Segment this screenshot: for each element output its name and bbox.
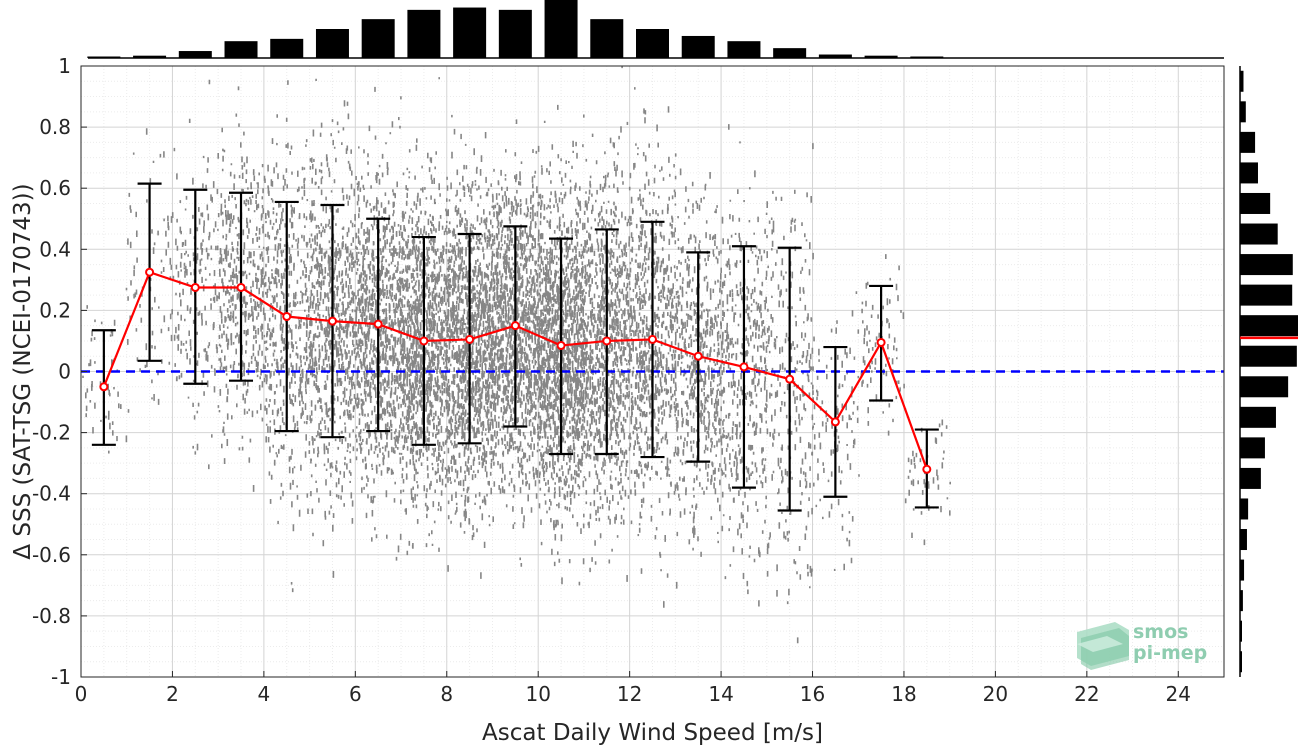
mean-point bbox=[648, 334, 657, 344]
mean-point bbox=[327, 316, 337, 326]
mean-point bbox=[373, 319, 383, 329]
right-histogram-bar bbox=[1240, 620, 1242, 642]
right-histogram-bar bbox=[1240, 651, 1242, 673]
x-tick-label: 6 bbox=[349, 682, 362, 706]
x-tick-label: 0 bbox=[75, 682, 88, 706]
top-histogram-bar bbox=[773, 48, 807, 58]
mean-point bbox=[510, 321, 520, 331]
x-tick-label: 22 bbox=[1074, 682, 1099, 706]
x-tick-label: 8 bbox=[440, 682, 453, 706]
x-tick-label: 4 bbox=[258, 682, 271, 706]
right-histogram-bar bbox=[1240, 101, 1246, 123]
y-tick-label: 0.8 bbox=[39, 115, 71, 139]
top-histogram-bar bbox=[453, 7, 487, 58]
right-histogram-bar bbox=[1240, 284, 1293, 306]
y-tick-label: 0.6 bbox=[39, 176, 71, 200]
y-tick-label: 0.2 bbox=[39, 298, 71, 322]
mean-point bbox=[282, 312, 292, 322]
x-tick-label: 12 bbox=[617, 682, 642, 706]
logo-line-2: pi-mep bbox=[1133, 642, 1207, 664]
top-histogram-bar bbox=[315, 29, 349, 58]
top-histogram-bar bbox=[224, 41, 258, 58]
right-histogram-bar bbox=[1240, 437, 1265, 459]
right-histogram-bar bbox=[1240, 406, 1276, 428]
logo-line-1: smos bbox=[1133, 621, 1188, 643]
top-histogram bbox=[87, 0, 1224, 59]
mean-point bbox=[785, 374, 795, 384]
y-tick-label: -0.2 bbox=[32, 421, 71, 445]
right-histogram-bar bbox=[1240, 529, 1247, 551]
right-histogram-bar bbox=[1240, 559, 1245, 581]
mean-point bbox=[602, 336, 612, 346]
top-histogram-bar bbox=[133, 55, 167, 58]
y-tick-label: -0.6 bbox=[32, 543, 71, 567]
x-tick-label: 10 bbox=[525, 682, 550, 706]
right-histogram-bar bbox=[1240, 467, 1261, 489]
top-histogram-bar bbox=[590, 19, 624, 58]
top-histogram-bar bbox=[864, 55, 898, 58]
y-tick-label: -0.4 bbox=[32, 482, 71, 506]
top-histogram-bar bbox=[727, 41, 761, 58]
mean-point bbox=[830, 417, 840, 427]
x-tick-label: 16 bbox=[800, 682, 825, 706]
y-tick-label: -1 bbox=[51, 665, 71, 689]
y-tick-label: 0 bbox=[58, 360, 71, 384]
right-histogram-bar bbox=[1240, 498, 1249, 520]
mean-point bbox=[99, 382, 109, 392]
top-histogram-bar bbox=[361, 19, 395, 58]
mean-point bbox=[465, 334, 475, 344]
y-axis-label: Δ SSS (SAT-TSG (NCEI-0170743)) bbox=[10, 183, 36, 559]
x-tick-label: 18 bbox=[891, 682, 916, 706]
top-histogram-bar bbox=[498, 9, 532, 58]
mean-point bbox=[190, 282, 200, 292]
right-histogram-bar bbox=[1240, 70, 1244, 92]
mean-point bbox=[419, 336, 429, 346]
right-histogram-bar bbox=[1240, 223, 1278, 245]
x-tick-label: 2 bbox=[166, 682, 179, 706]
x-axis-label: Ascat Daily Wind Speed [m/s] bbox=[482, 720, 823, 746]
x-tick-label: 20 bbox=[983, 682, 1008, 706]
right-histogram-bar bbox=[1240, 192, 1271, 214]
y-tick-label: -0.8 bbox=[32, 604, 71, 628]
top-histogram-bar bbox=[910, 56, 944, 58]
y-axis-ticks: -1 -0.8 -0.6 -0.4 -0.2 0 0.2 0.4 0.6 0.8 1 bbox=[32, 54, 87, 689]
top-histogram-bar bbox=[178, 51, 212, 58]
right-histogram-bar bbox=[1240, 376, 1289, 398]
y-tick-label: 1 bbox=[58, 54, 71, 78]
top-histogram-bar bbox=[636, 29, 669, 58]
scatter-points bbox=[82, 66, 951, 644]
top-histogram-bar bbox=[544, 0, 578, 58]
right-histogram-bar bbox=[1240, 345, 1297, 367]
right-histogram bbox=[1239, 66, 1298, 677]
smos-pi-mep-logo: smos pi-mep bbox=[1077, 621, 1207, 670]
right-histogram-bar bbox=[1240, 254, 1293, 276]
top-histogram-bar bbox=[818, 54, 852, 58]
mean-point bbox=[876, 337, 886, 347]
mean-point bbox=[236, 282, 246, 292]
mean-points bbox=[99, 267, 932, 474]
mean-point bbox=[922, 464, 932, 474]
mean-point bbox=[556, 341, 566, 351]
right-histogram-bar bbox=[1240, 315, 1298, 337]
plot-area: 0 2 4 6 8 10 12 14 16 18 20 22 24 -1-0.8-0.6-0.4-0.2… bbox=[32, 54, 1225, 706]
right-histogram-bar bbox=[1240, 590, 1243, 612]
top-histogram-bar bbox=[270, 38, 304, 58]
y-tick-label: 0.4 bbox=[39, 237, 71, 261]
mean-point bbox=[145, 267, 155, 277]
top-histogram-bar bbox=[681, 35, 715, 58]
right-histogram-bar bbox=[1240, 162, 1258, 184]
x-axis-ticks: 0 2 4 6 8 10 12 14 16 18 20 22 24 bbox=[75, 671, 1191, 706]
x-tick-label: 14 bbox=[708, 682, 733, 706]
scatter-cloud bbox=[82, 66, 951, 644]
top-histogram-bar bbox=[87, 56, 121, 58]
mean-point bbox=[739, 362, 749, 372]
right-histogram-bar bbox=[1240, 131, 1256, 153]
top-histogram-bar bbox=[407, 9, 441, 58]
x-tick-label: 24 bbox=[1166, 682, 1191, 706]
mean-point bbox=[693, 351, 703, 361]
